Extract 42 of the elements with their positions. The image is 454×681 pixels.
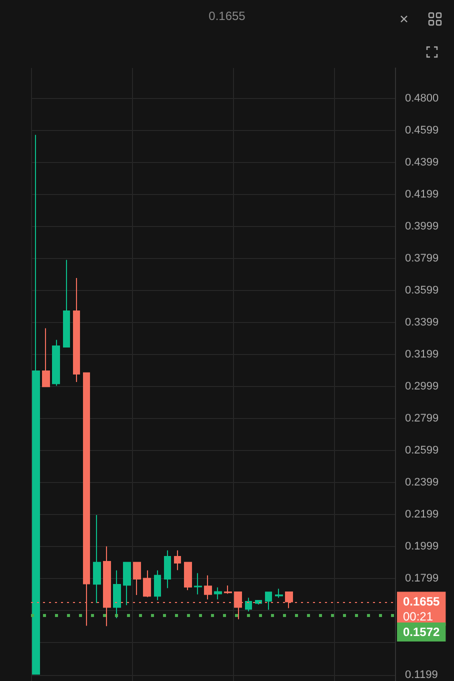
candlestick [93,514,101,604]
y-tick-label: 0.4599 [405,124,439,137]
y-tick-label: 0.3199 [405,348,439,361]
candlestick [133,562,141,596]
candlestick [143,570,151,598]
y-tick-label: 0.1799 [405,572,439,585]
ref-line-label: 0.1655 [403,594,440,608]
y-tick-label: 0.3999 [405,220,439,233]
candlestick [154,570,161,601]
y-tick-label: 0.2399 [405,476,439,489]
candlestick [265,592,272,610]
candlestick [164,550,171,589]
candlestick [123,562,131,606]
y-tick-label: 0.4199 [405,188,439,201]
y-tick-label: 0.4800 [405,92,439,104]
y-tick-label: 0.2799 [405,412,439,425]
y-tick-label: 0.2599 [405,444,439,457]
y-tick-label: 0.3599 [405,284,439,297]
text: 00:21 [403,609,434,624]
y-tick-label: 0.1199 [405,668,438,681]
y-tick-label: 0.1999 [405,540,439,553]
candlestick [245,597,252,612]
ref-line-label: 0.1572 [403,625,440,640]
y-tick-label: 0.2199 [405,508,439,521]
y-tick-label: 0.3799 [405,252,439,265]
candlestick [224,584,232,594]
candlestick [194,572,202,595]
text: 0.1655 [208,9,246,23]
y-tick-label: 0.3399 [405,316,439,329]
y-tick-label: 0.2999 [405,380,439,393]
candlestick [63,259,70,348]
candlestick [184,562,192,591]
candlestick [73,277,80,383]
candlestick [214,586,222,600]
candlestick [275,588,283,598]
candlestick [174,550,181,571]
candlestick [32,134,40,675]
candlestick [113,570,121,619]
candlestick [204,574,212,600]
candlestick [42,328,50,388]
candlestick [52,339,60,386]
y-tick-label: 0.4399 [405,156,439,169]
